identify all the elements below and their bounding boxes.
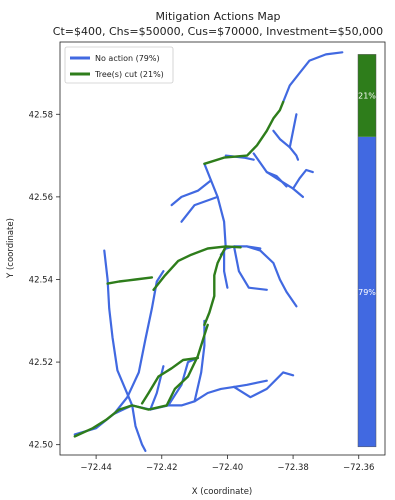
legend: No action (79%) Tree(s) cut (21%) bbox=[64, 46, 174, 84]
no-action-segment-20 bbox=[282, 51, 344, 104]
bar-outline bbox=[357, 54, 377, 448]
legend-box bbox=[64, 46, 174, 84]
y-axis-ticks: 42.50 42.52 42.54 42.56 42.58 bbox=[29, 110, 60, 451]
no-action-segment-0 bbox=[73, 385, 236, 436]
x-axis-label: X (coordinate) bbox=[192, 487, 253, 497]
no-action-segment-2 bbox=[232, 371, 295, 399]
x-tick-label: −72.44 bbox=[80, 463, 111, 473]
no-action-segment-12 bbox=[223, 249, 229, 289]
legend-label-no-action: No action (79%) bbox=[95, 54, 160, 63]
y-tick-label: 42.56 bbox=[29, 193, 53, 203]
bar-segment-79pct bbox=[358, 136, 376, 447]
no-action-segment-10 bbox=[232, 245, 268, 291]
y-axis-label: Y (coordinate) bbox=[6, 218, 16, 279]
trees-cut-segment-0 bbox=[73, 404, 168, 438]
no-action-segment-3 bbox=[113, 270, 165, 415]
no-action-segment-11 bbox=[246, 245, 298, 308]
no-action-segment-4 bbox=[131, 404, 147, 452]
trees-cut-segment-2 bbox=[140, 356, 200, 405]
trees-cut-segment-5 bbox=[203, 245, 228, 327]
x-tick-label: −72.42 bbox=[146, 463, 177, 473]
y-tick-label: 42.52 bbox=[29, 358, 53, 368]
trees-cut-segment-1 bbox=[165, 323, 209, 407]
trees-cut-segment-4 bbox=[106, 276, 154, 285]
no-action-segment-6 bbox=[167, 356, 199, 407]
y-tick-label: 42.54 bbox=[29, 275, 53, 285]
network-lines bbox=[73, 51, 344, 452]
y-tick-label: 42.58 bbox=[29, 110, 53, 120]
no-action-segment-17 bbox=[252, 152, 304, 198]
x-tick-label: −72.36 bbox=[343, 463, 374, 473]
no-action-segment-21 bbox=[272, 129, 300, 161]
plot-area-frame bbox=[59, 41, 386, 456]
bar-label-21pct: 21% bbox=[358, 92, 376, 101]
no-action-segment-19 bbox=[292, 168, 314, 190]
y-tick-label: 42.50 bbox=[29, 441, 53, 451]
bar-label-79pct: 79% bbox=[358, 288, 376, 297]
x-tick-label: −72.38 bbox=[277, 463, 308, 473]
no-action-segment-18 bbox=[265, 171, 288, 188]
chart-title: Mitigation Actions Map bbox=[155, 10, 280, 23]
no-action-segment-1 bbox=[232, 379, 268, 388]
x-axis-ticks: −72.44 −72.42 −72.40 −72.38 −72.36 bbox=[80, 455, 374, 473]
no-action-segment-15 bbox=[180, 195, 219, 223]
no-action-segment-22 bbox=[288, 113, 298, 149]
chart-subtitle: Ct=$400, Chs=$50000, Cus=$70000, Investm… bbox=[53, 25, 383, 38]
percentage-bar: 79% 21% bbox=[357, 54, 377, 448]
bar-segment-21pct bbox=[358, 54, 376, 137]
no-action-segment-14 bbox=[170, 179, 213, 207]
trees-cut-segment-6 bbox=[203, 100, 285, 166]
no-action-segment-13 bbox=[203, 162, 227, 250]
x-tick-label: −72.40 bbox=[212, 463, 243, 473]
no-action-segment-5 bbox=[103, 249, 134, 407]
legend-label-trees-cut: Tree(s) cut (21%) bbox=[94, 70, 164, 79]
